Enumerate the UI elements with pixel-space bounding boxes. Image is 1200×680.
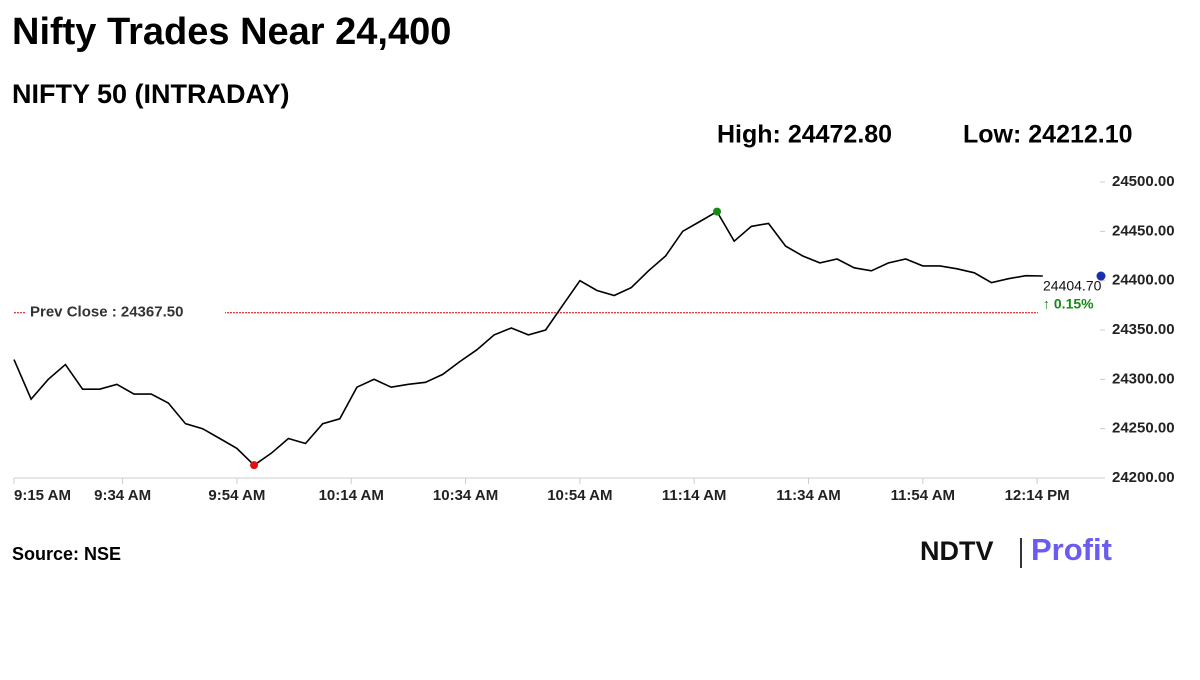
y-tick-label: 24350.00 [1112, 321, 1175, 338]
prev-close-bg [25, 301, 225, 324]
brand-ndtv: NDTV [920, 536, 994, 566]
change-label: ↑ 0.15% [1043, 296, 1094, 312]
x-tick-label: 11:34 AM [776, 487, 840, 504]
y-tick-label: 24500.00 [1112, 173, 1175, 190]
prev-close-label: Prev Close : 24367.50 [30, 304, 183, 321]
chart-subtitle: NIFTY 50 (INTRADAY) [12, 79, 290, 109]
x-tick-label: 11:54 AM [891, 487, 955, 504]
low-stat: Low: 24212.10 [963, 121, 1133, 149]
low-marker [250, 461, 259, 470]
x-tick-label: 10:54 AM [547, 487, 612, 504]
y-tick-label: 24400.00 [1112, 272, 1175, 289]
high-marker [713, 207, 722, 216]
y-tick-label: 24450.00 [1112, 222, 1175, 239]
high-stat: High: 24472.80 [717, 121, 892, 149]
x-tick-label: 9:54 AM [208, 487, 265, 504]
last-value-label: 24404.70 [1043, 278, 1102, 294]
source: Source: NSE [12, 544, 121, 564]
x-tick-label: 11:14 AM [662, 487, 726, 504]
y-tick-label: 24300.00 [1112, 370, 1175, 387]
x-tick-label: 9:34 AM [94, 487, 151, 504]
price-line [13, 210, 1043, 467]
x-tick-label: 10:14 AM [319, 487, 384, 504]
y-tick-label: 24250.00 [1112, 420, 1175, 437]
x-tick-label: 9:15 AM [14, 487, 71, 504]
y-tick-label: 24200.00 [1112, 469, 1175, 486]
brand-profit: Profit [1031, 532, 1112, 567]
last-marker [1096, 271, 1106, 281]
x-tick-label: 10:34 AM [433, 487, 498, 504]
x-tick-label: 12:14 PM [1005, 487, 1070, 504]
chart-title: Nifty Trades Near 24,400 [12, 11, 451, 53]
